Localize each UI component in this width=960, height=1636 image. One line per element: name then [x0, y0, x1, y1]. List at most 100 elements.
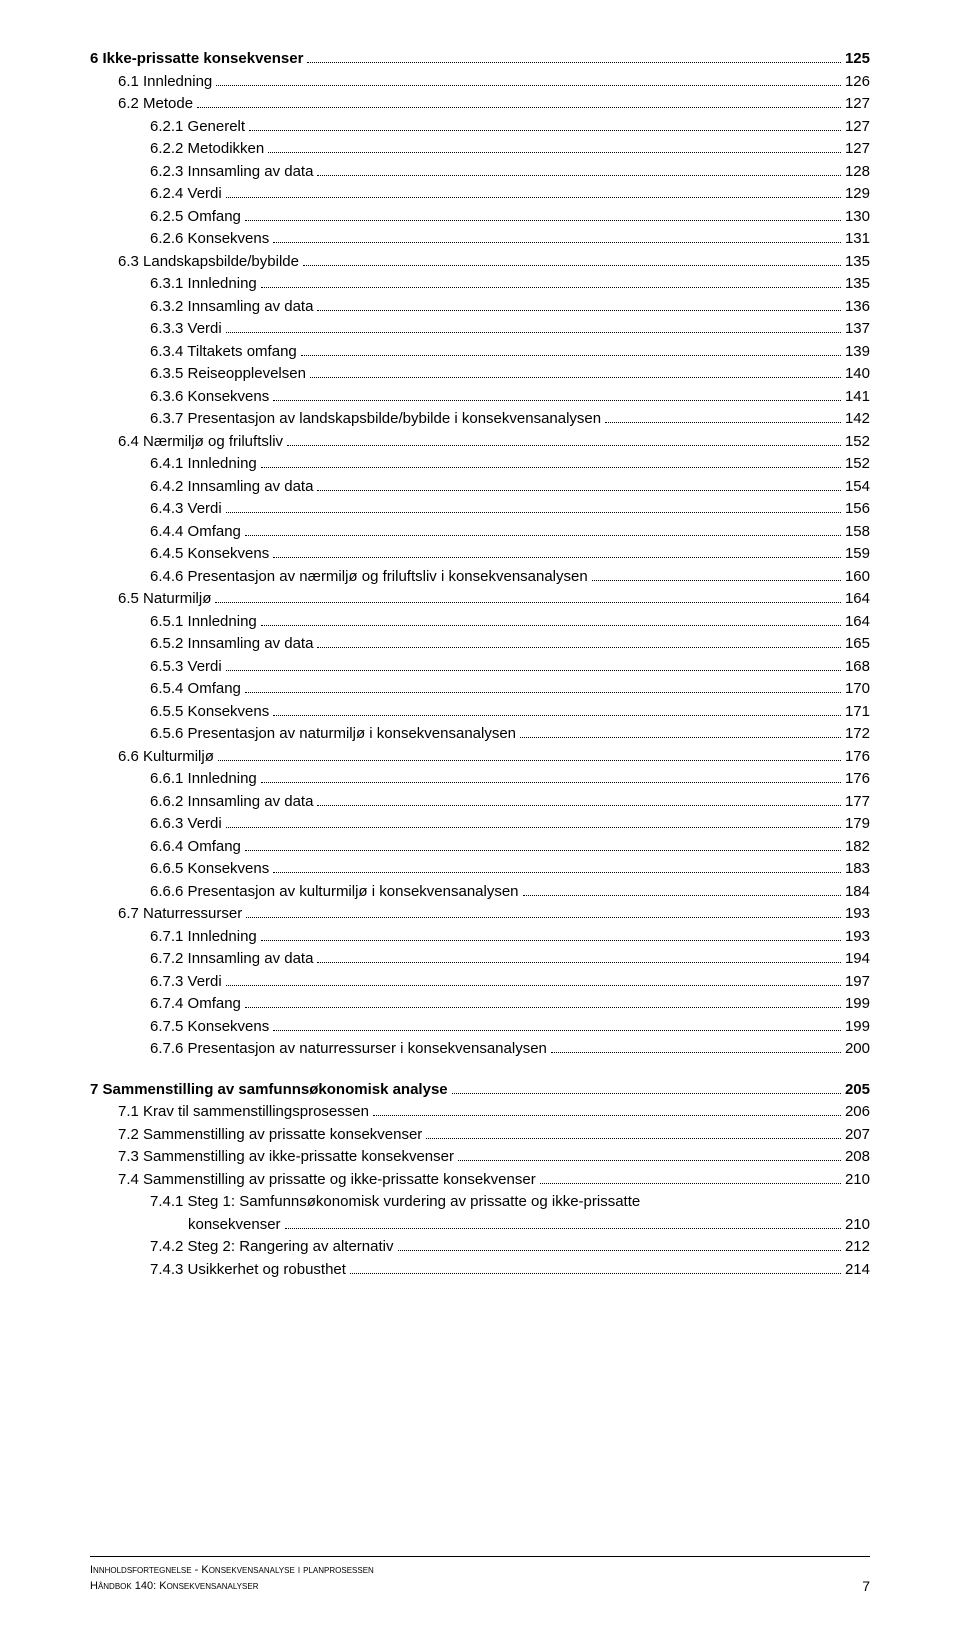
toc-dots	[226, 670, 841, 671]
toc-dots	[301, 355, 841, 356]
toc-label: konsekvenser	[188, 1214, 281, 1237]
toc-dots	[373, 1115, 841, 1116]
toc-dots	[458, 1160, 841, 1161]
toc-page: 159	[845, 543, 870, 566]
toc-page: 128	[845, 161, 870, 184]
toc-label: 6.4.4 Omfang	[150, 521, 241, 544]
toc-page: 184	[845, 881, 870, 904]
toc-dots	[245, 535, 841, 536]
toc-entry: 6.6 Kulturmiljø 176	[118, 746, 870, 769]
toc-dots	[317, 962, 841, 963]
toc-page: 172	[845, 723, 870, 746]
toc-dots	[520, 737, 841, 738]
toc-page: 168	[845, 656, 870, 679]
toc-label: 6.5.4 Omfang	[150, 678, 241, 701]
table-of-contents: 6 Ikke-prissatte konsekvenser1256.1 Innl…	[90, 48, 870, 1281]
toc-page: 210	[845, 1214, 870, 1237]
toc-label: 7.3 Sammenstilling av ikke-prissatte kon…	[118, 1146, 454, 1169]
toc-entry: 6.5 Naturmiljø 164	[118, 588, 870, 611]
toc-dots	[317, 647, 841, 648]
toc-entry: 6.4.6 Presentasjon av nærmiljø og friluf…	[150, 566, 870, 589]
toc-label: 6.2.5 Omfang	[150, 206, 241, 229]
toc-dots	[317, 310, 841, 311]
toc-dots	[249, 130, 841, 131]
toc-label: 6.2.1 Generelt	[150, 116, 245, 139]
toc-dots	[226, 827, 841, 828]
toc-page: 131	[845, 228, 870, 251]
toc-label: 6.3.4 Tiltakets omfang	[150, 341, 297, 364]
toc-entry: 7.4.2 Steg 2: Rangering av alternativ212	[150, 1236, 870, 1259]
toc-page: 127	[845, 93, 870, 116]
toc-page: 182	[845, 836, 870, 859]
toc-dots	[285, 1228, 841, 1229]
toc-entry: 6.4.3 Verdi156	[150, 498, 870, 521]
toc-page: 164	[845, 588, 870, 611]
toc-dots	[261, 287, 841, 288]
toc-page: 207	[845, 1124, 870, 1147]
toc-label: 6.5 Naturmiljø	[118, 588, 211, 611]
toc-entry: 6.3.3 Verdi137	[150, 318, 870, 341]
toc-label: 7.4.2 Steg 2: Rangering av alternativ	[150, 1236, 394, 1259]
toc-label: 6.2.3 Innsamling av data	[150, 161, 313, 184]
toc-label: 6.2 Metode	[118, 93, 193, 116]
toc-page: 200	[845, 1038, 870, 1061]
toc-entry-continuation: konsekvenser 210	[188, 1214, 870, 1237]
toc-page: 136	[845, 296, 870, 319]
page-footer: Innholdsfortegnelse - Konsekvensanalyse …	[90, 1556, 870, 1594]
toc-page: 127	[845, 138, 870, 161]
toc-dots	[226, 985, 841, 986]
toc-dots	[350, 1273, 841, 1274]
toc-dots	[273, 400, 841, 401]
toc-entry: 7.2 Sammenstilling av prissatte konsekve…	[118, 1124, 870, 1147]
toc-page: 135	[845, 273, 870, 296]
toc-label: 6.2.2 Metodikken	[150, 138, 264, 161]
toc-dots	[426, 1138, 841, 1139]
page-number: 7	[862, 1578, 870, 1594]
toc-dots	[215, 602, 841, 603]
toc-page: 152	[845, 453, 870, 476]
toc-dots	[273, 715, 841, 716]
toc-entry: 6.3.7 Presentasjon av landskapsbilde/byb…	[150, 408, 870, 431]
toc-label: 7.4 Sammenstilling av prissatte og ikke-…	[118, 1169, 536, 1192]
toc-page: 179	[845, 813, 870, 836]
footer-line1: Innholdsfortegnelse - Konsekvensanalyse …	[90, 1563, 374, 1578]
toc-page: 193	[845, 926, 870, 949]
toc-page: 176	[845, 746, 870, 769]
toc-label: 6.6.4 Omfang	[150, 836, 241, 859]
toc-dots	[197, 107, 841, 108]
toc-label: 6 Ikke-prissatte konsekvenser	[90, 48, 303, 71]
toc-entry: 6.6.3 Verdi179	[150, 813, 870, 836]
toc-page: 165	[845, 633, 870, 656]
toc-entry: 7.4.3 Usikkerhet og robusthet214	[150, 1259, 870, 1282]
toc-entry: 6.5.6 Presentasjon av naturmiljø i konse…	[150, 723, 870, 746]
toc-page: 183	[845, 858, 870, 881]
toc-label: 6.3.6 Konsekvens	[150, 386, 269, 409]
toc-page: 197	[845, 971, 870, 994]
toc-dots	[261, 467, 841, 468]
toc-entry: 6.6.1 Innledning176	[150, 768, 870, 791]
toc-label: 6.6 Kulturmiljø	[118, 746, 214, 769]
toc-entry: 6.3.4 Tiltakets omfang139	[150, 341, 870, 364]
toc-label: 6.7.2 Innsamling av data	[150, 948, 313, 971]
toc-page: 127	[845, 116, 870, 139]
toc-page: 210	[845, 1169, 870, 1192]
toc-dots	[317, 175, 841, 176]
toc-label: 6.5.3 Verdi	[150, 656, 222, 679]
toc-label: 7 Sammenstilling av samfunnsøkonomisk an…	[90, 1079, 448, 1102]
toc-entry: 6.6.4 Omfang 182	[150, 836, 870, 859]
toc-dots	[310, 377, 841, 378]
toc-page: 135	[845, 251, 870, 274]
toc-page: 137	[845, 318, 870, 341]
toc-label: 6.4.2 Innsamling av data	[150, 476, 313, 499]
toc-label: 7.1 Krav til sammenstillingsprosessen	[118, 1101, 369, 1124]
toc-label: 6.5.6 Presentasjon av naturmiljø i konse…	[150, 723, 516, 746]
toc-dots	[605, 422, 841, 423]
toc-entry: 6.7.2 Innsamling av data194	[150, 948, 870, 971]
toc-dots	[452, 1093, 841, 1094]
toc-label: 6.7 Naturressurser	[118, 903, 242, 926]
toc-label: 6.4.6 Presentasjon av nærmiljø og friluf…	[150, 566, 588, 589]
toc-entry: 6.5.1 Innledning164	[150, 611, 870, 634]
toc-entry: 7.1 Krav til sammenstillingsprosessen206	[118, 1101, 870, 1124]
toc-label: 6.6.1 Innledning	[150, 768, 257, 791]
toc-entry: 6.4.4 Omfang158	[150, 521, 870, 544]
